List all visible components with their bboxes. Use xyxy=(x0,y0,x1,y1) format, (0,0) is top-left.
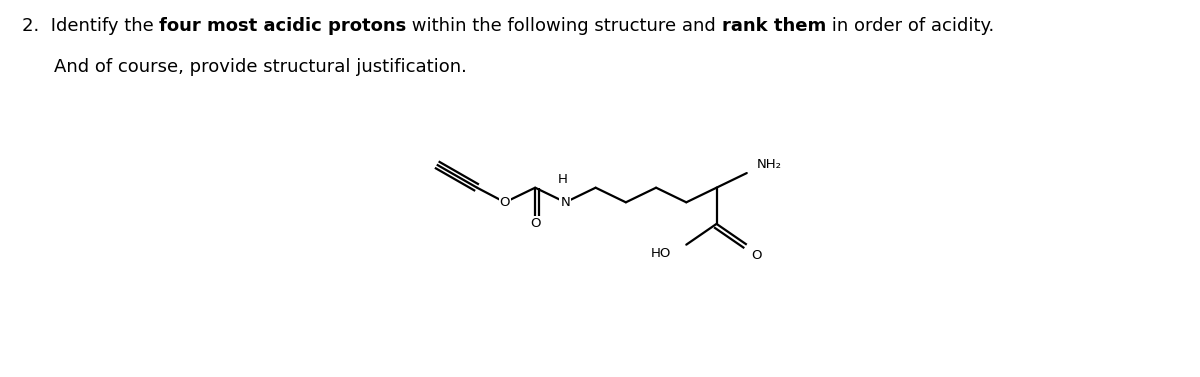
Text: 2.  Identify the: 2. Identify the xyxy=(22,17,160,35)
Text: O: O xyxy=(751,248,762,262)
Text: four most acidic protons: four most acidic protons xyxy=(160,17,407,35)
Text: O: O xyxy=(530,218,540,230)
Text: H: H xyxy=(558,173,568,186)
Text: rank them: rank them xyxy=(722,17,826,35)
Text: within the following structure and: within the following structure and xyxy=(407,17,722,35)
Text: N: N xyxy=(560,196,570,209)
Text: And of course, provide structural justification.: And of course, provide structural justif… xyxy=(54,58,467,77)
Text: O: O xyxy=(499,196,510,209)
Text: NH₂: NH₂ xyxy=(757,158,782,171)
Text: HO: HO xyxy=(650,247,671,261)
Text: in order of acidity.: in order of acidity. xyxy=(826,17,995,35)
